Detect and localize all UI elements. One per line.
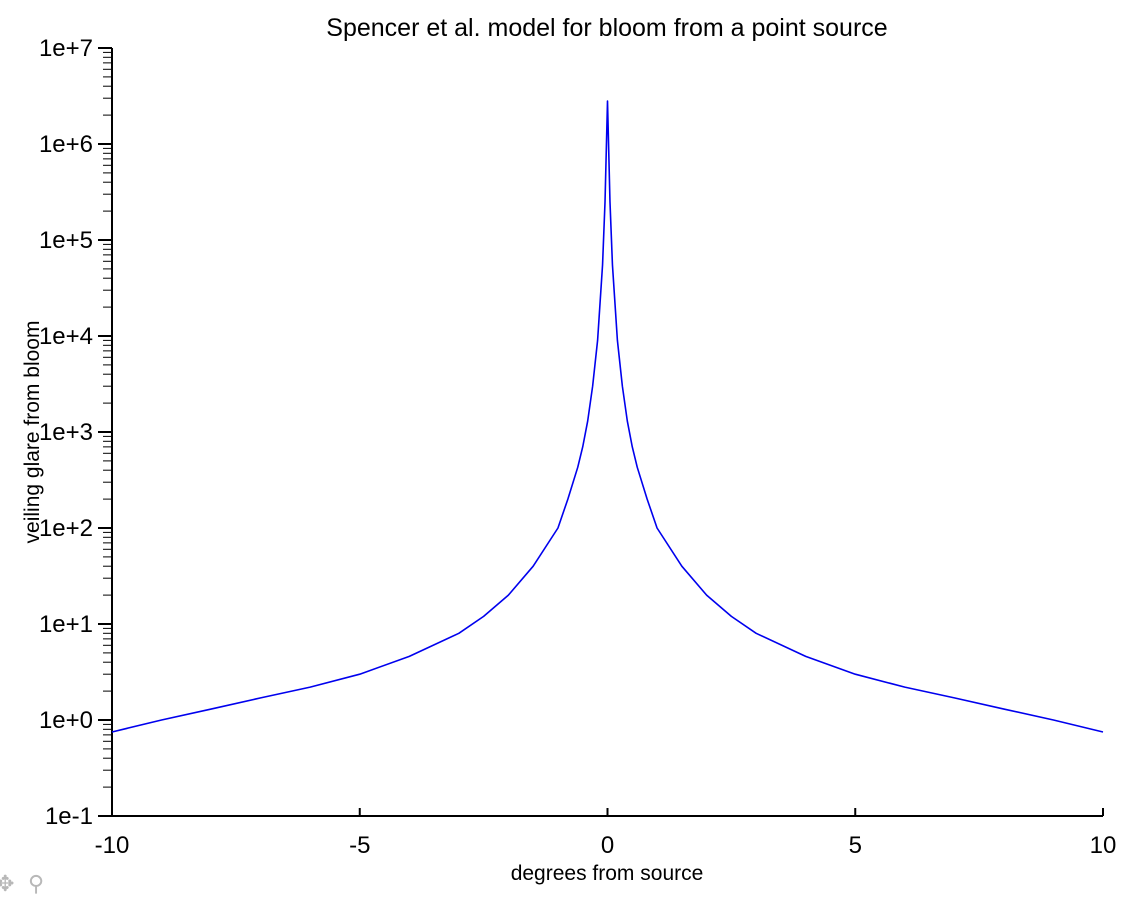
y-tick-label: 1e+7	[39, 35, 93, 62]
plot-area	[111, 100, 1104, 733]
y-tick-label: 1e+5	[39, 227, 93, 254]
plot-toolbar: ✥ ⚲	[0, 872, 60, 897]
series-line	[111, 100, 1104, 733]
x-tick-label: -10	[95, 832, 130, 859]
y-tick-label: 1e+6	[39, 131, 93, 158]
axes-group: -10 -5 0 5 10 1e-1 1e+0 1e+1 1e+2 1e+3 1e+4 1e+5 1e+…	[39, 35, 1116, 859]
chart-title: Spencer et al. model for bloom from a po…	[326, 14, 887, 42]
y-tick-label: 1e+2	[39, 515, 93, 542]
x-tick-label: 5	[849, 832, 862, 859]
y-tick-label: 1e+4	[39, 323, 93, 350]
x-axis-label: degrees from source	[511, 862, 704, 885]
y-tick-label: 1e+1	[39, 611, 93, 638]
y-tick-label: 1e-1	[45, 803, 93, 830]
x-tick-label: 0	[601, 832, 614, 859]
pan-arrows-icon[interactable]: ✥	[0, 872, 15, 897]
zoom-magnifier-icon[interactable]: ⚲	[28, 872, 45, 897]
y-tick-label: 1e+0	[39, 707, 93, 734]
x-tick-label: -5	[349, 832, 370, 859]
x-tick-label: 10	[1090, 832, 1117, 859]
y-axis-label: veiling glare from bloom	[21, 321, 44, 544]
y-tick-label: 1e+3	[39, 419, 93, 446]
